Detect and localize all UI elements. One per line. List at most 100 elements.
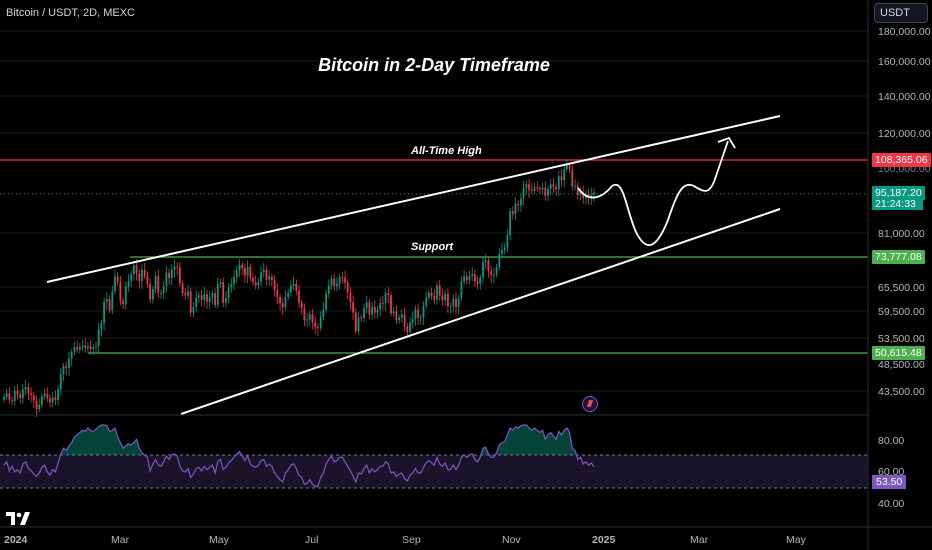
rsi-overbought-fill — [526, 425, 529, 455]
candle-body — [406, 326, 409, 332]
rsi-overbought-fill — [539, 430, 543, 455]
rsi-overbought-fill — [112, 428, 115, 455]
candle-body — [520, 198, 522, 206]
candle-body — [452, 298, 455, 306]
candle-body — [455, 298, 457, 307]
support-high-tag: 73,777.08 — [872, 250, 925, 264]
price-axis-label: 160,000.00 — [878, 56, 931, 68]
rsi-overbought-fill — [90, 430, 94, 455]
candle-body — [566, 165, 568, 170]
rsi-axis-label: 80.00 — [878, 435, 904, 447]
candle-body — [84, 345, 87, 349]
support-label: Support — [411, 241, 454, 253]
candle-body — [511, 211, 514, 215]
candle-body — [354, 312, 357, 332]
price-axis-label: 48,500.00 — [878, 359, 925, 371]
candle-body — [225, 297, 227, 303]
rsi-overbought-fill — [529, 428, 532, 455]
candle-body — [384, 293, 387, 304]
price-axis-label: 180,000.00 — [878, 26, 931, 38]
candle-body — [252, 278, 254, 283]
rsi-overbought-fill — [483, 447, 486, 455]
candle-body — [476, 281, 479, 284]
last-price-tag: 95,187.20 — [872, 186, 925, 200]
candle-body — [114, 276, 116, 292]
candle-body — [338, 277, 341, 284]
candle-body — [287, 292, 290, 298]
candle-body — [317, 327, 319, 328]
candle-body — [214, 293, 216, 305]
time-axis-label: Nov — [502, 534, 521, 546]
candle-body — [441, 295, 444, 301]
candle-body — [73, 347, 76, 353]
candle-body — [16, 391, 19, 395]
candle-body — [425, 297, 428, 307]
candle-body — [525, 184, 528, 188]
candle-body — [206, 294, 208, 302]
candle-body — [398, 317, 400, 321]
rsi-overbought-fill — [545, 434, 548, 455]
candle-body — [95, 346, 97, 348]
candle-body — [19, 394, 22, 399]
candle-body — [514, 203, 517, 215]
candle-body — [495, 267, 498, 275]
candle-body — [262, 269, 265, 273]
candle-body — [330, 278, 333, 286]
candle-body — [249, 266, 252, 279]
candle-body — [41, 396, 43, 405]
candle-body — [571, 169, 574, 187]
candle-body — [149, 284, 151, 300]
rsi-overbought-fill — [74, 434, 78, 455]
candle-body — [119, 281, 122, 301]
candle-body — [59, 374, 62, 390]
rsi-overbought-fill — [564, 428, 567, 455]
candle-body — [92, 347, 95, 350]
rsi-overbought-fill — [82, 430, 86, 455]
candle-body — [336, 283, 338, 287]
candle-body — [219, 282, 222, 285]
candle-body — [260, 272, 262, 282]
tradingview-logo-icon[interactable] — [6, 512, 30, 526]
candle-body — [363, 308, 365, 319]
currency-button[interactable]: USDT — [874, 3, 928, 23]
candle-body — [539, 188, 541, 190]
lightning-icon[interactable] — [582, 396, 598, 412]
candle-body — [43, 393, 46, 397]
candle-body — [484, 260, 487, 263]
candle-body — [568, 165, 571, 170]
rsi-overbought-fill — [523, 425, 527, 455]
candle-body — [276, 290, 279, 298]
candle-body — [303, 308, 306, 321]
price-axis-label: 140,000.00 — [878, 91, 931, 103]
candle-body — [490, 270, 493, 276]
candle-body — [560, 176, 563, 180]
candle-body — [187, 291, 189, 296]
candle-body — [211, 293, 214, 297]
candle-body — [376, 309, 379, 313]
symbol-label[interactable]: Bitcoin / USDT, 2D, MEXC — [6, 7, 135, 19]
candle-body — [536, 187, 539, 189]
candle-body — [124, 286, 127, 305]
rsi-overbought-fill — [553, 435, 557, 455]
candle-body — [97, 329, 100, 347]
rsi-line — [3, 424, 595, 488]
candle-body — [227, 287, 230, 298]
candle-body — [449, 305, 452, 307]
candle-body — [51, 397, 54, 403]
candle-body — [208, 296, 211, 302]
candle-body — [100, 322, 103, 330]
candle-body — [195, 297, 198, 307]
candle-body — [544, 187, 547, 196]
time-axis-label: May — [786, 534, 807, 546]
bar-countdown: 21:24:33 — [872, 198, 923, 210]
candle-body — [579, 192, 582, 196]
candle-body — [493, 274, 495, 276]
candle-body — [349, 292, 352, 303]
rsi-overbought-fill — [120, 442, 124, 455]
candle-body — [433, 295, 436, 300]
rsi-overbought-fill — [512, 426, 516, 455]
candle-body — [143, 270, 146, 276]
price-axis-label: 65,500.00 — [878, 282, 925, 294]
candle-body — [68, 358, 70, 369]
